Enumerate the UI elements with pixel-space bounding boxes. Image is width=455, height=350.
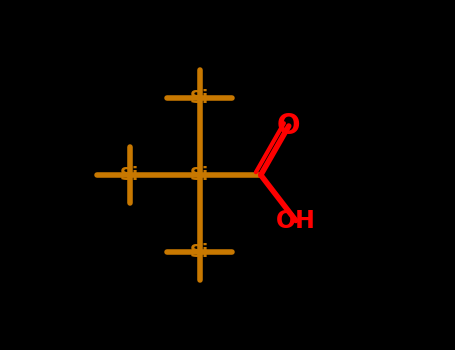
Text: OH: OH bbox=[276, 209, 316, 232]
Text: Si: Si bbox=[120, 166, 139, 184]
Text: Si: Si bbox=[190, 89, 209, 107]
Text: Si: Si bbox=[190, 243, 209, 261]
Text: O: O bbox=[277, 112, 300, 140]
Text: Si: Si bbox=[190, 166, 209, 184]
